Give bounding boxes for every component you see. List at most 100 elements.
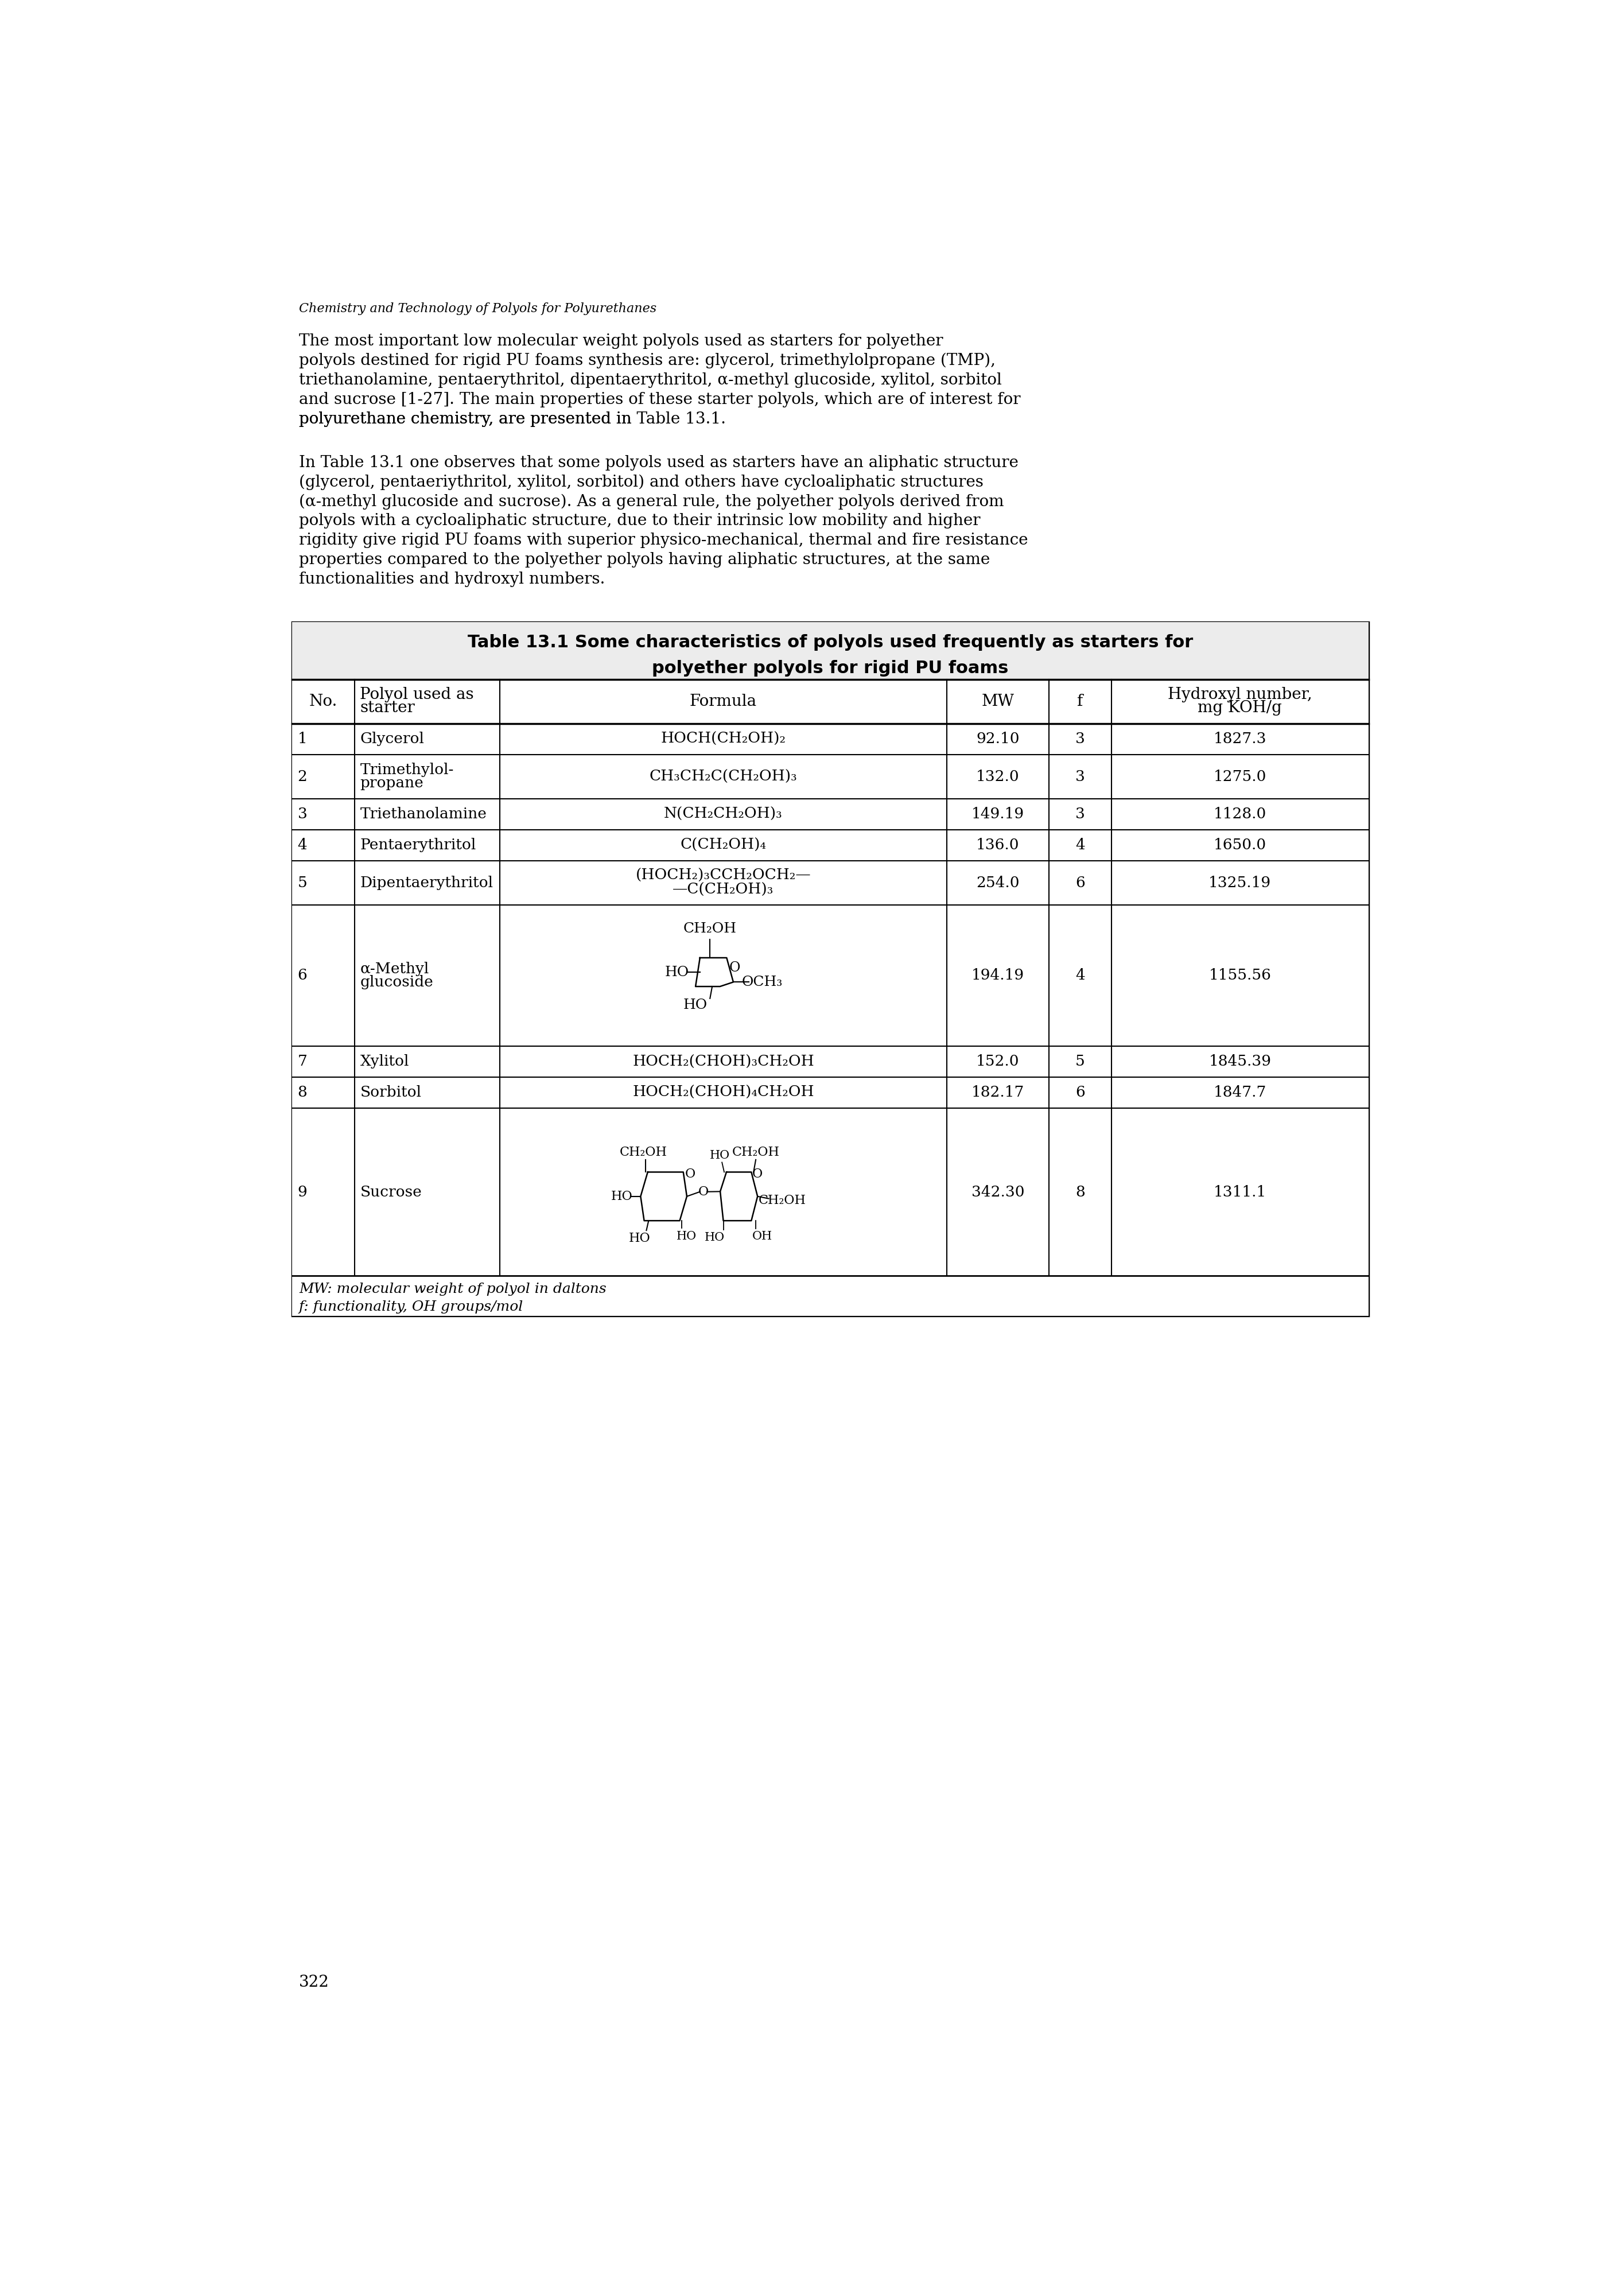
Text: Table 13.1 Some characteristics of polyols used frequently as starters for: Table 13.1 Some characteristics of polyo… — [468, 634, 1194, 652]
Bar — [293, 723, 1369, 755]
Bar — [293, 861, 1369, 905]
Bar — [293, 1277, 1369, 1316]
Text: 6: 6 — [298, 969, 307, 983]
Text: —C(CH₂OH)₃: —C(CH₂OH)₃ — [673, 882, 774, 898]
Text: mg KOH/g: mg KOH/g — [1197, 700, 1282, 716]
Text: 3: 3 — [1075, 806, 1084, 822]
Text: Hydroxyl number,: Hydroxyl number, — [1168, 687, 1311, 703]
Text: OH: OH — [753, 1231, 772, 1242]
Text: and sucrose [1-27]. The main properties of these starter polyols, which are of i: and sucrose [1-27]. The main properties … — [299, 393, 1020, 406]
Text: polyurethane chemistry, are presented in: polyurethane chemistry, are presented in — [299, 411, 637, 427]
Text: α-Methyl: α-Methyl — [360, 962, 430, 976]
Text: Xylitol: Xylitol — [360, 1054, 409, 1068]
Text: 132.0: 132.0 — [977, 769, 1020, 783]
Text: polyether polyols for rigid PU foams: polyether polyols for rigid PU foams — [652, 659, 1009, 677]
Bar — [293, 1047, 1369, 1077]
Text: 92.10: 92.10 — [977, 732, 1020, 746]
Text: MW: molecular weight of polyol in daltons: MW: molecular weight of polyol in dalton… — [299, 1283, 607, 1295]
Text: 1325.19: 1325.19 — [1208, 875, 1271, 891]
Text: 1845.39: 1845.39 — [1208, 1054, 1271, 1068]
Text: C(CH₂OH)₄: C(CH₂OH)₄ — [681, 838, 766, 852]
Text: 6: 6 — [1075, 1086, 1084, 1100]
Text: Triethanolamine: Triethanolamine — [360, 806, 488, 822]
Text: propane: propane — [360, 776, 423, 790]
Text: The most important low molecular weight polyols used as starters for polyether: The most important low molecular weight … — [299, 333, 943, 349]
Text: triethanolamine, pentaerythritol, dipentaerythritol, α-methyl glucoside, xylitol: triethanolamine, pentaerythritol, dipent… — [299, 372, 1002, 388]
Text: 342.30: 342.30 — [972, 1185, 1025, 1199]
Text: 4: 4 — [298, 838, 307, 852]
Bar — [293, 1109, 1369, 1277]
Text: 3: 3 — [1075, 769, 1084, 783]
Text: 5: 5 — [1075, 1054, 1084, 1068]
Text: 1847.7: 1847.7 — [1213, 1086, 1266, 1100]
Bar — [293, 755, 1369, 799]
Text: Trimethylol-: Trimethylol- — [360, 762, 454, 776]
Text: HO: HO — [705, 1233, 724, 1242]
Text: O: O — [698, 1185, 708, 1199]
Bar — [293, 905, 1369, 1047]
Text: HOCH(CH₂OH)₂: HOCH(CH₂OH)₂ — [661, 732, 785, 746]
Text: 182.17: 182.17 — [972, 1086, 1025, 1100]
Text: Sorbitol: Sorbitol — [360, 1086, 422, 1100]
Text: HOCH₂(CHOH)₃CH₂OH: HOCH₂(CHOH)₃CH₂OH — [632, 1054, 814, 1068]
Text: HO: HO — [665, 967, 689, 978]
Text: 136.0: 136.0 — [977, 838, 1020, 852]
Text: 149.19: 149.19 — [972, 806, 1025, 822]
Text: HOCH₂(CHOH)₄CH₂OH: HOCH₂(CHOH)₄CH₂OH — [632, 1086, 814, 1100]
Bar — [293, 622, 1369, 680]
Text: Chemistry and Technology of Polyols for Polyurethanes: Chemistry and Technology of Polyols for … — [299, 303, 656, 315]
Text: Glycerol: Glycerol — [360, 732, 425, 746]
Text: Formula: Formula — [690, 693, 756, 709]
Text: CH₂OH: CH₂OH — [619, 1146, 668, 1159]
Text: 4: 4 — [1075, 969, 1084, 983]
Text: starter: starter — [360, 700, 415, 716]
Text: 322: 322 — [299, 1975, 330, 1991]
Text: 1827.3: 1827.3 — [1213, 732, 1266, 746]
Text: OCH₃: OCH₃ — [742, 976, 782, 990]
Text: Dipentaerythritol: Dipentaerythritol — [360, 875, 494, 891]
Text: Sucrose: Sucrose — [360, 1185, 422, 1199]
Text: 8: 8 — [298, 1086, 307, 1100]
Text: (glycerol, pentaeriythritol, xylitol, sorbitol) and others have cycloaliphatic s: (glycerol, pentaeriythritol, xylitol, so… — [299, 475, 983, 489]
Text: 9: 9 — [298, 1185, 307, 1199]
Text: 1155.56: 1155.56 — [1208, 969, 1271, 983]
Text: HO: HO — [710, 1150, 730, 1162]
Text: 1311.1: 1311.1 — [1213, 1185, 1266, 1199]
Text: (HOCH₂)₃CCH₂OCH₂—: (HOCH₂)₃CCH₂OCH₂— — [636, 868, 811, 882]
Text: HO: HO — [684, 999, 708, 1013]
Text: rigidity give rigid PU foams with superior physico-mechanical, thermal and fire : rigidity give rigid PU foams with superi… — [299, 533, 1028, 549]
Text: 4: 4 — [1075, 838, 1084, 852]
Text: glucoside: glucoside — [360, 976, 433, 990]
Text: f: f — [1076, 693, 1083, 709]
Text: N(CH₂CH₂OH)₃: N(CH₂CH₂OH)₃ — [665, 806, 782, 822]
Text: polyurethane chemistry, are presented in Table 13.1.: polyurethane chemistry, are presented in… — [299, 411, 726, 427]
Text: 1: 1 — [298, 732, 307, 746]
Text: f: functionality, OH groups/mol: f: functionality, OH groups/mol — [299, 1300, 523, 1313]
Bar — [293, 799, 1369, 829]
Text: 8: 8 — [1075, 1185, 1084, 1199]
Text: CH₂OH: CH₂OH — [684, 923, 737, 937]
Text: O: O — [685, 1169, 695, 1180]
Text: functionalities and hydroxyl numbers.: functionalities and hydroxyl numbers. — [299, 572, 605, 588]
Text: MW: MW — [981, 693, 1014, 709]
Text: No.: No. — [309, 693, 338, 709]
Text: 1128.0: 1128.0 — [1213, 806, 1266, 822]
Text: O: O — [729, 962, 740, 974]
Text: polyols with a cycloaliphatic structure, due to their intrinsic low mobility and: polyols with a cycloaliphatic structure,… — [299, 514, 980, 528]
Text: 5: 5 — [298, 875, 307, 891]
Text: O: O — [751, 1169, 763, 1180]
Text: (α-methyl glucoside and sucrose). As a general rule, the polyether polyols deriv: (α-methyl glucoside and sucrose). As a g… — [299, 494, 1004, 510]
Text: 6: 6 — [1075, 875, 1084, 891]
Text: CH₃CH₂C(CH₂OH)₃: CH₃CH₂C(CH₂OH)₃ — [650, 769, 798, 783]
Text: polyols destined for rigid PU foams synthesis are: glycerol, trimethylolpropane : polyols destined for rigid PU foams synt… — [299, 354, 996, 370]
Bar — [293, 680, 1369, 723]
Text: 2: 2 — [298, 769, 307, 783]
Bar — [293, 1077, 1369, 1109]
Text: HO: HO — [676, 1231, 697, 1242]
Text: 194.19: 194.19 — [972, 969, 1025, 983]
Text: Pentaerythritol: Pentaerythritol — [360, 838, 476, 852]
Text: 3: 3 — [1075, 732, 1084, 746]
Bar — [293, 622, 1369, 1316]
Text: 7: 7 — [298, 1054, 307, 1068]
Text: CH₂OH: CH₂OH — [732, 1146, 780, 1159]
